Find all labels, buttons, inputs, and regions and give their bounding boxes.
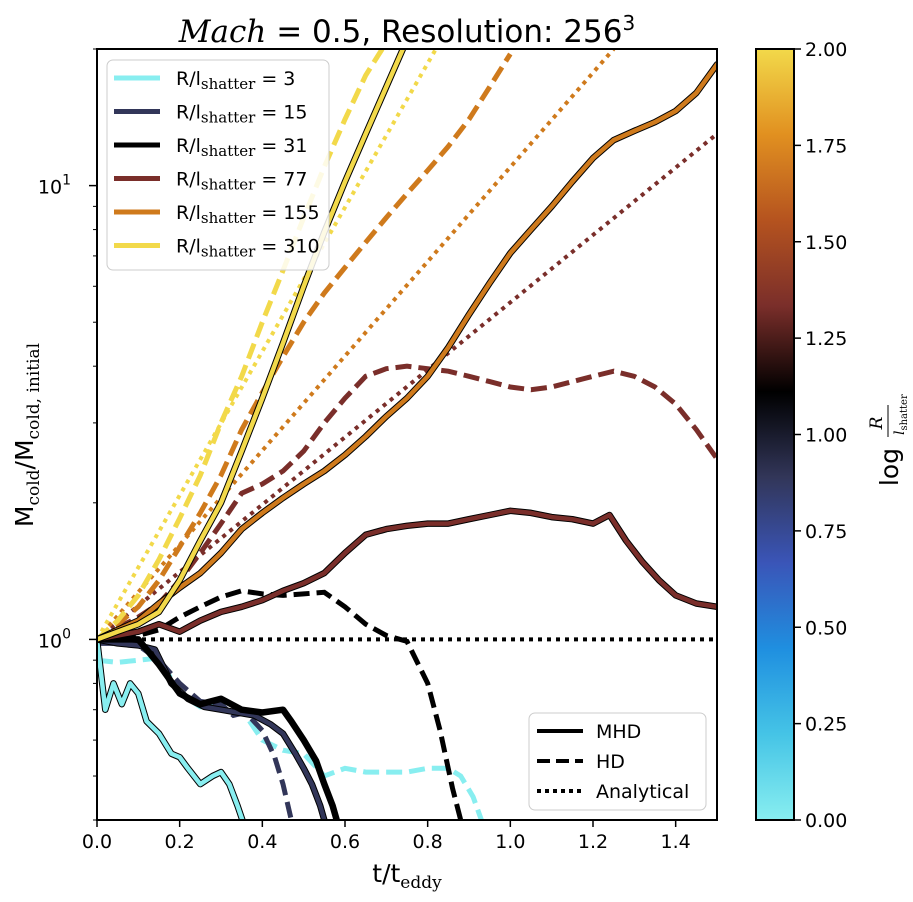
colorbar-tick-label: 1.00 <box>805 425 847 447</box>
colorbar-label-numerator: R <box>867 416 887 430</box>
x-tick-label: 1.0 <box>495 831 525 853</box>
series-r-l-310-analytical <box>97 49 438 641</box>
y-tick-label: 100 <box>38 626 71 652</box>
colorbar-tick-label: 1.50 <box>805 232 847 254</box>
y-axis-ticks: 100 101 <box>38 48 97 821</box>
colorbar-gradient <box>755 48 795 821</box>
chart-title: Mach = 0.5, Resolution: 2563 <box>178 11 635 50</box>
legend-ratios-box <box>106 59 330 271</box>
series-r-l-155-mhd <box>97 62 717 642</box>
x-tick-label: 0.8 <box>413 831 443 853</box>
colorbar: 0.00 0.25 0.50 0.75 1.00 1.25 1.50 1.75 2.00 log… <box>755 39 910 832</box>
title-sup: 3 <box>622 11 635 35</box>
legend-ratios: R/lshatter = 3 R/lshatter = 15 R/lshatter … <box>106 59 330 271</box>
legend-style-label: HD <box>596 751 625 773</box>
series-r-l-31-hd <box>97 588 464 820</box>
series-r-l-15-mhd <box>97 637 327 820</box>
colorbar-label-denominator: lshatter <box>892 394 910 435</box>
legend-ratio-label: R/lshatter = 77 <box>176 169 307 194</box>
series-r-l-310-mhd <box>97 49 406 642</box>
series-r-l-77-mhd <box>97 508 717 642</box>
colorbar-label-log: log <box>875 448 904 486</box>
legend-styles: MHD HD Analytical <box>528 712 707 811</box>
title-mach-symbol: Mach <box>178 14 267 50</box>
series-outline-r-l-31-mhd <box>97 636 340 820</box>
legend-ratio-label: R/lshatter = 31 <box>176 135 307 160</box>
colorbar-tick-label: 2.00 <box>805 39 847 61</box>
colorbar-label: log R lshatter <box>867 394 910 486</box>
legend-style-label: MHD <box>596 721 641 743</box>
colorbar-tick-label: 1.25 <box>805 328 847 350</box>
plot-frame <box>96 48 718 821</box>
y-tick-label: 101 <box>38 173 71 199</box>
x-tick-label: 0.0 <box>82 831 112 853</box>
x-tick-label: 0.4 <box>247 831 277 853</box>
legend-ratio-label: R/lshatter = 15 <box>176 102 307 127</box>
series-r-l-77-hd <box>97 363 717 642</box>
x-tick-label: 1.2 <box>578 831 608 853</box>
series-outline-r-l-3-mhd <box>97 636 246 820</box>
y-axis-label: Mcold/Mcold, initial <box>10 343 44 527</box>
series-r-l-155-hd <box>97 52 513 642</box>
legend-ratio-label: R/lshatter = 310 <box>176 236 320 261</box>
colorbar-tick-label: 0.00 <box>805 810 847 832</box>
series-outline-r-l-15-mhd <box>97 636 328 820</box>
colorbar-tick-label: 0.50 <box>805 617 847 639</box>
series-r-l-77-analytical <box>97 132 717 641</box>
title-main: = 0.5, Resolution: 256 <box>266 14 622 50</box>
legend-style-label: Analytical <box>596 781 689 803</box>
x-tick-label: 0.6 <box>330 831 360 853</box>
x-axis-label: t/teddy <box>372 859 442 893</box>
series-r-l-15-hd <box>97 640 294 820</box>
x-axis-ticks: 0.0 0.2 0.4 0.6 0.8 1.0 1.2 1.4 <box>82 820 691 853</box>
series-r-l-3-mhd <box>97 637 245 820</box>
series-r-l-31-mhd <box>97 637 339 820</box>
colorbar-ticks: 0.00 0.25 0.50 0.75 1.00 1.25 1.50 1.75 2.00 <box>794 39 847 832</box>
colorbar-tick-label: 1.75 <box>805 135 847 157</box>
legend-styles-box <box>528 712 707 811</box>
colorbar-tick-label: 0.75 <box>805 521 847 543</box>
colorbar-tick-label: 0.25 <box>805 714 847 736</box>
legend-ratio-label: R/lshatter = 155 <box>176 202 320 227</box>
plot-area: 0.0 0.2 0.4 0.6 0.8 1.0 1.2 1.4 100 101 <box>38 48 718 853</box>
x-tick-label: 0.2 <box>165 831 195 853</box>
series-layer <box>97 49 717 820</box>
legend-ratio-label: R/lshatter = 3 <box>176 68 295 93</box>
series-r-l-310-hd <box>97 49 385 642</box>
x-tick-label: 1.4 <box>661 831 691 853</box>
